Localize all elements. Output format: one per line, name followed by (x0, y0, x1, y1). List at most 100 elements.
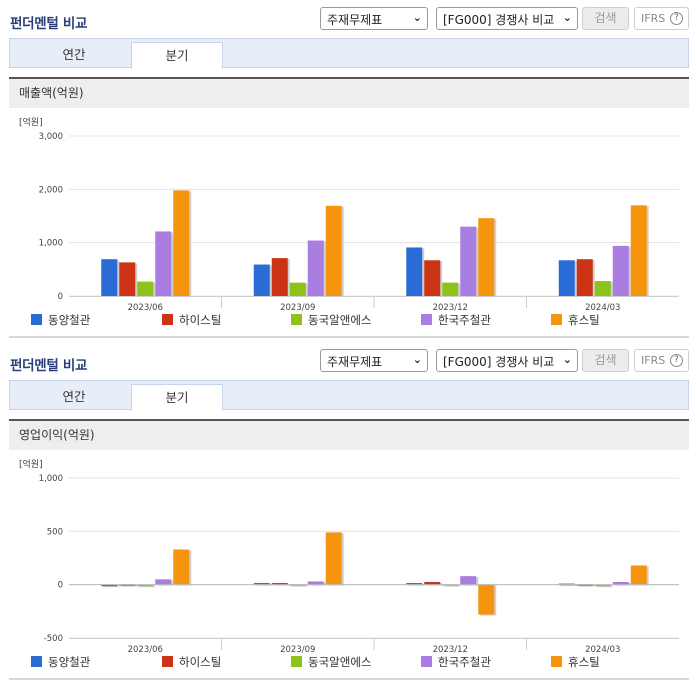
bar (253, 264, 270, 296)
x-tick-label: 2023/06 (128, 645, 163, 655)
x-tick-label: 2024/03 (585, 303, 620, 313)
panel-header: 펀더멘털 비교 주재무제표 ⌄ [FG000] 경쟁사 비교 ⌄ 검색 IFRS… (0, 342, 696, 378)
search-button[interactable]: 검색 (582, 349, 629, 372)
y-tick-label: 1,000 (39, 474, 63, 484)
bar (173, 549, 190, 585)
bar (253, 583, 270, 585)
bar (155, 231, 172, 296)
y-tick-label: 2,000 (39, 185, 63, 195)
fundamental-panel-operating-profit: 펀더멘털 비교 주재무제표 ⌄ [FG000] 경쟁사 비교 ⌄ 검색 IFRS… (0, 342, 696, 684)
chevron-down-icon: ⌄ (412, 11, 422, 24)
legend-label: 하이스틸 (179, 655, 221, 669)
y-tick-label: -500 (44, 634, 63, 644)
y-tick-label: 3,000 (39, 132, 63, 142)
legend-swatch (162, 314, 173, 325)
report-type-select[interactable]: 주재무제표 ⌄ (320, 349, 428, 372)
operating-profit-chart: [억원] -500 0 500 1,000 2023/06 2023/09 2023/12 20… (9, 450, 689, 680)
bar (478, 584, 495, 615)
x-tick-label: 2023/12 (433, 645, 468, 655)
peer-compare-select[interactable]: [FG000] 경쟁사 비교 ⌄ (436, 7, 578, 30)
y-tick-label: 0 (58, 581, 63, 591)
legend-swatch (421, 656, 432, 667)
bar (325, 205, 342, 296)
bar-shadow (444, 585, 461, 587)
bar (406, 583, 423, 585)
x-tick-label: 2023/06 (128, 303, 163, 313)
bar (460, 576, 477, 585)
legend-label: 동국알앤에스 (308, 313, 371, 327)
bar (137, 281, 154, 296)
unit-label: [억원] (19, 116, 43, 128)
report-type-value: 주재무제표 (327, 355, 383, 369)
legend-swatch (551, 314, 562, 325)
revenue-chart: [억원] 0 1,000 2,000 3,000 2023/06 2023/09 2023/1… (9, 108, 689, 338)
tab-annual[interactable]: 연간 (62, 47, 86, 62)
legend-label: 동국알앤에스 (308, 655, 371, 669)
bar (594, 584, 611, 587)
panel-header: 펀더멘털 비교 주재무제표 ⌄ [FG000] 경쟁사 비교 ⌄ 검색 IFRS… (0, 0, 696, 36)
bar (612, 582, 629, 585)
bar (173, 190, 190, 296)
legend-swatch (31, 656, 42, 667)
bar-shadow (139, 585, 156, 588)
legend-swatch (31, 314, 42, 325)
legend-swatch (162, 656, 173, 667)
bar (424, 260, 441, 296)
bar (325, 532, 342, 585)
chevron-down-icon: ⌄ (562, 353, 572, 366)
unit-label: [억원] (19, 458, 43, 470)
bar (271, 258, 288, 296)
legend-swatch (421, 314, 432, 325)
report-type-select[interactable]: 주재무제표 ⌄ (320, 7, 428, 30)
bar (307, 581, 324, 585)
tab-quarterly[interactable]: 분기 (131, 42, 223, 69)
bar (630, 205, 647, 296)
panel-title: 펀더멘털 비교 (10, 358, 88, 374)
bar-shadow (578, 585, 595, 587)
help-icon: ? (670, 12, 683, 25)
help-icon: ? (670, 354, 683, 367)
legend-label: 한국주철관 (438, 313, 491, 327)
bar (478, 218, 495, 296)
bar-shadow (560, 584, 577, 587)
tab-quarterly[interactable]: 분기 (131, 384, 223, 411)
period-tabs: 연간 분기 (9, 380, 689, 411)
y-tick-label: 0 (58, 292, 63, 302)
legend-label: 휴스틸 (568, 655, 600, 669)
legend-label: 동양철관 (48, 313, 91, 327)
legend-label: 하이스틸 (179, 313, 221, 327)
panel-title: 펀더멘털 비교 (10, 16, 88, 32)
bar-shadow (103, 585, 120, 588)
period-tabs: 연간 분기 (9, 38, 689, 69)
report-type-value: 주재무제표 (327, 13, 383, 27)
y-tick-label: 1,000 (39, 239, 63, 249)
x-tick-label: 2023/12 (433, 303, 468, 313)
bar (576, 259, 593, 296)
bar (137, 584, 154, 587)
bar (155, 579, 172, 585)
bar-shadow (596, 585, 613, 588)
revenue-bar-chart: [억원] 0 1,000 2,000 3,000 2023/06 2023/09 2023/1… (19, 116, 679, 327)
ifrs-help-button[interactable]: IFRS ? (634, 349, 689, 372)
legend-swatch (291, 656, 302, 667)
bar (119, 262, 136, 296)
legend-label: 동양철관 (48, 655, 91, 669)
bar (442, 282, 459, 296)
peer-compare-select[interactable]: [FG000] 경쟁사 비교 ⌄ (436, 349, 578, 372)
bar (101, 584, 118, 587)
bar (424, 582, 441, 585)
chart-title: 매출액(억원) (9, 77, 689, 108)
legend-label: 한국주철관 (438, 655, 491, 669)
chevron-down-icon: ⌄ (562, 11, 572, 24)
fundamental-panel-revenue: 펀더멘털 비교 주재무제표 ⌄ [FG000] 경쟁사 비교 ⌄ 검색 IFRS… (0, 0, 696, 338)
ifrs-label: IFRS (641, 12, 666, 25)
legend-label: 휴스틸 (568, 313, 600, 327)
search-button[interactable]: 검색 (582, 7, 629, 30)
bar-shadow (291, 585, 308, 587)
bar (630, 565, 647, 585)
bar (460, 226, 477, 296)
ifrs-help-button[interactable]: IFRS ? (634, 7, 689, 30)
bar (271, 583, 288, 585)
x-tick-label: 2024/03 (585, 645, 620, 655)
tab-annual[interactable]: 연간 (62, 389, 86, 404)
